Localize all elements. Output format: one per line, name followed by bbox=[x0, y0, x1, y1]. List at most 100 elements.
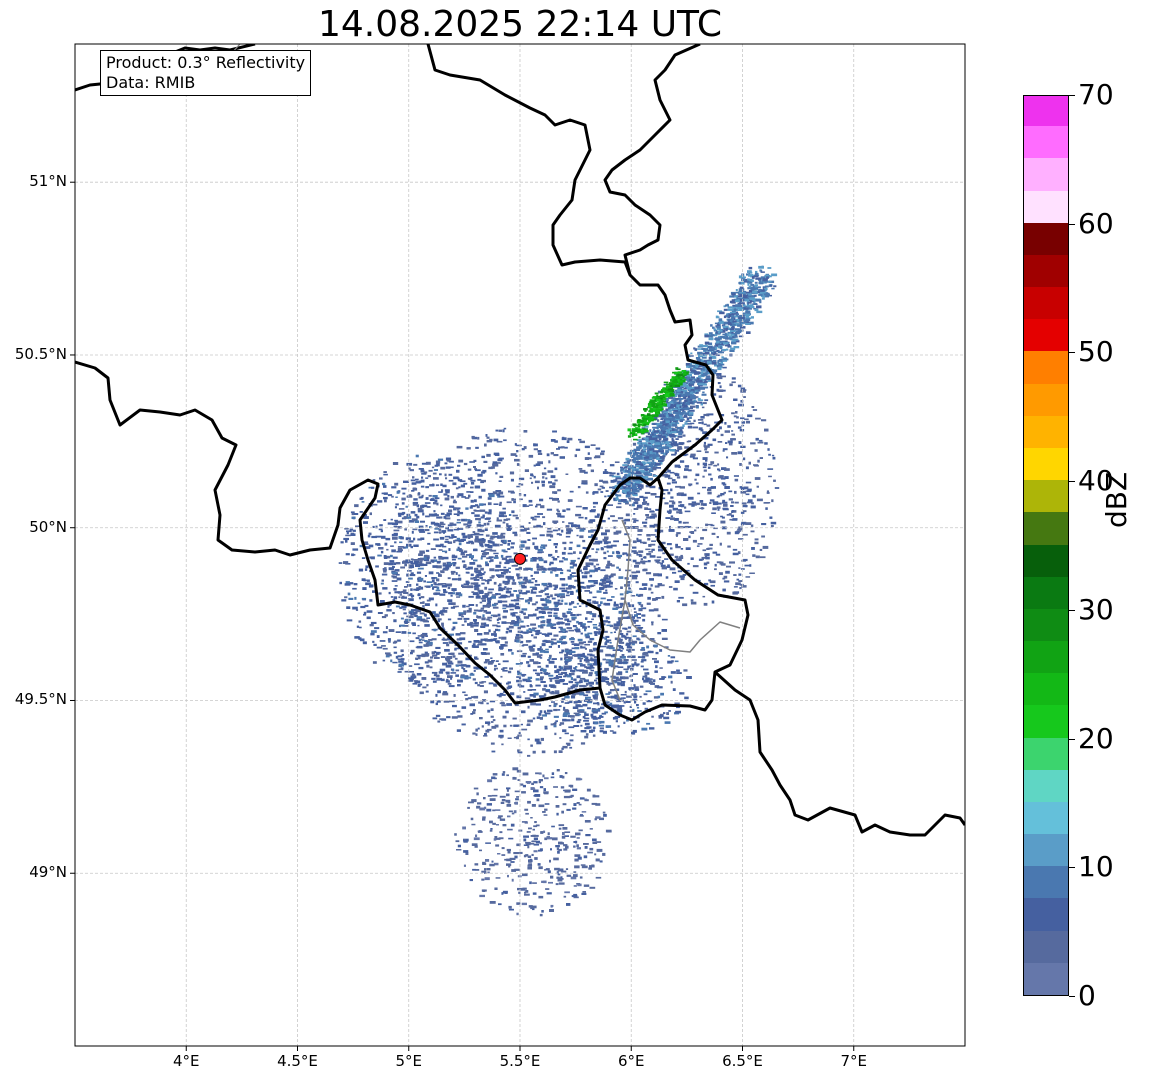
echo-pixel bbox=[667, 469, 671, 473]
echo-pixel bbox=[660, 564, 666, 567]
echo-pixel bbox=[541, 880, 547, 883]
echo-pixel bbox=[562, 803, 567, 806]
echo-pixel bbox=[678, 492, 684, 496]
echo-pixel bbox=[419, 531, 426, 533]
echo-pixel bbox=[414, 663, 420, 666]
echo-pixel bbox=[570, 677, 573, 680]
echo-pixel bbox=[528, 863, 532, 866]
echo-pixel bbox=[516, 615, 521, 619]
echo-pixel bbox=[701, 354, 707, 357]
echo-pixel bbox=[670, 547, 673, 550]
echo-pixel bbox=[569, 575, 574, 578]
echo-pixel bbox=[620, 586, 623, 589]
echo-pixel bbox=[676, 511, 682, 514]
echo-pixel bbox=[499, 646, 504, 649]
echo-pixel bbox=[470, 573, 474, 577]
echo-pixel bbox=[548, 640, 553, 643]
echo-pixel bbox=[567, 667, 573, 670]
echo-pixel bbox=[545, 689, 551, 691]
echo-pixel bbox=[481, 455, 485, 459]
echo-pixel bbox=[535, 678, 540, 681]
echo-pixel bbox=[491, 466, 495, 469]
echo-pixel bbox=[509, 471, 515, 475]
echo-pixel bbox=[506, 848, 511, 851]
echo-pixel bbox=[343, 537, 349, 541]
echo-pixel bbox=[475, 517, 481, 521]
echo-pixel bbox=[593, 601, 599, 604]
echo-pixel bbox=[543, 639, 547, 643]
echo-pixel bbox=[541, 910, 544, 913]
echo-pixel bbox=[420, 485, 425, 488]
echo-pixel bbox=[469, 506, 473, 509]
echo-pixel bbox=[641, 486, 644, 489]
echo-pixel bbox=[636, 664, 639, 667]
echo-pixel bbox=[527, 719, 533, 723]
echo-pixel bbox=[641, 461, 646, 464]
echo-pixel bbox=[510, 823, 515, 827]
echo-pixel bbox=[709, 501, 712, 504]
echo-pixel bbox=[653, 475, 658, 477]
echo-pixel bbox=[708, 463, 713, 466]
echo-pixel bbox=[422, 686, 427, 689]
echo-pixel bbox=[481, 725, 484, 728]
echo-pixel bbox=[582, 625, 586, 629]
echo-pixel bbox=[391, 580, 398, 582]
echo-pixel bbox=[434, 651, 437, 653]
echo-pixel bbox=[640, 604, 644, 607]
echo-pixel bbox=[476, 792, 479, 796]
echo-pixel bbox=[461, 496, 466, 498]
echo-pixel bbox=[588, 681, 594, 685]
echo-pixel bbox=[569, 638, 575, 641]
echo-pixel bbox=[669, 567, 676, 571]
echo-pixel bbox=[439, 593, 446, 596]
echo-pixel bbox=[537, 551, 543, 554]
echo-pixel bbox=[581, 480, 588, 483]
echo-pixel bbox=[571, 693, 577, 696]
echo-pixel bbox=[363, 516, 369, 519]
echo-pixel bbox=[483, 522, 487, 526]
echo-pixel bbox=[585, 564, 589, 568]
echo-pixel bbox=[512, 717, 517, 720]
echo-pixel bbox=[574, 524, 581, 528]
echo-pixel bbox=[566, 612, 573, 614]
echo-pixel bbox=[633, 607, 636, 610]
echo-pixel bbox=[632, 708, 635, 712]
echo-pixel bbox=[642, 521, 648, 524]
echo-pixel bbox=[688, 413, 694, 416]
echo-pixel bbox=[421, 639, 425, 641]
echo-pixel bbox=[612, 519, 618, 522]
echo-pixel bbox=[643, 476, 649, 479]
echo-pixel bbox=[646, 502, 650, 506]
echo-pixel bbox=[560, 786, 565, 789]
echo-pixel bbox=[473, 645, 479, 648]
echo-pixel bbox=[543, 684, 548, 688]
echo-pixel bbox=[539, 786, 544, 789]
echo-pixel bbox=[669, 403, 676, 407]
echo-pixel bbox=[500, 596, 506, 599]
echo-pixel bbox=[716, 344, 722, 347]
echo-pixel bbox=[351, 512, 354, 516]
echo-pixel bbox=[409, 494, 412, 497]
echo-pixel bbox=[397, 639, 401, 642]
echo-pixel bbox=[758, 294, 763, 296]
echo-pixel bbox=[456, 513, 460, 517]
echo-pixel bbox=[431, 514, 438, 517]
echo-pixel bbox=[523, 430, 528, 433]
echo-pixel bbox=[391, 495, 394, 498]
echo-pixel bbox=[722, 483, 727, 486]
echo-pixel bbox=[648, 472, 651, 475]
echo-pixel bbox=[688, 503, 692, 506]
echo-pixel bbox=[605, 589, 608, 592]
echo-pixel bbox=[388, 591, 391, 595]
echo-pixel bbox=[479, 601, 483, 604]
echo-pixel bbox=[707, 443, 713, 446]
echo-pixel bbox=[580, 814, 583, 816]
echo-pixel bbox=[653, 514, 657, 518]
echo-pixel bbox=[578, 438, 582, 441]
echo-pixel bbox=[528, 645, 534, 649]
echo-pixel bbox=[573, 725, 580, 727]
echo-pixel bbox=[722, 333, 727, 336]
echo-pixel bbox=[575, 704, 581, 707]
echo-pixel bbox=[542, 774, 545, 778]
echo-pixel bbox=[361, 578, 366, 581]
